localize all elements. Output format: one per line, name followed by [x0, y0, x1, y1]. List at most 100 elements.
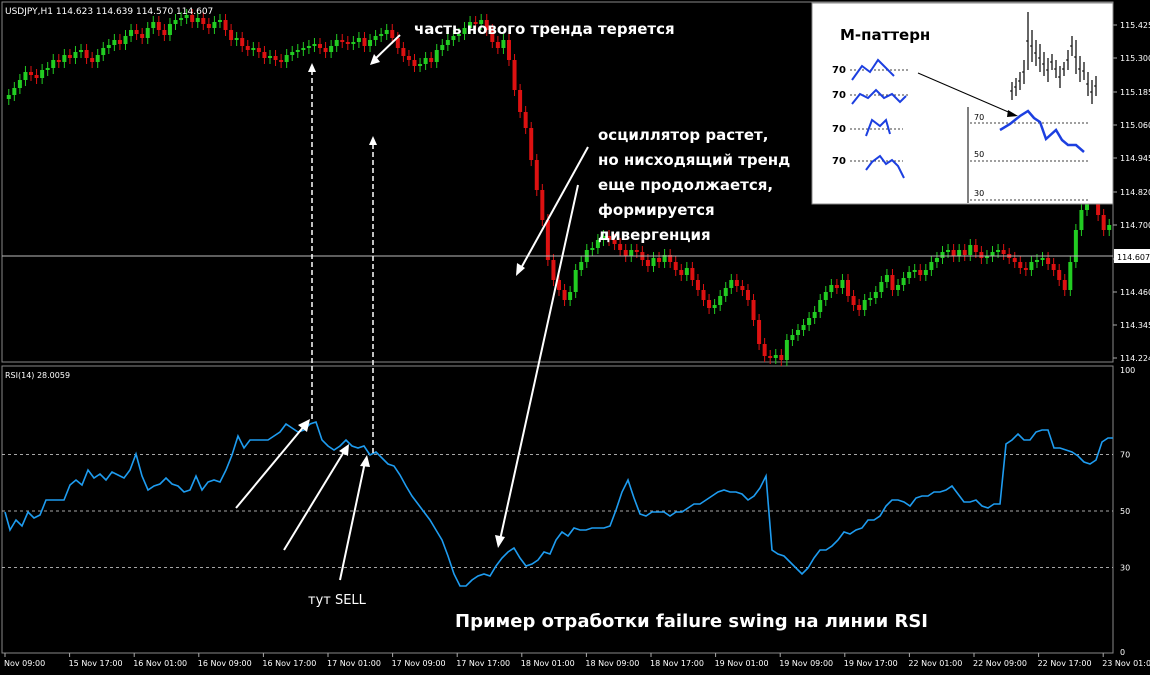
time-tick-label: 19 Nov 17:00 [844, 659, 898, 668]
candle [106, 45, 111, 48]
rsi-panel-frame [1, 365, 1114, 654]
candle [484, 20, 489, 30]
candle [1057, 270, 1062, 280]
candle [173, 20, 178, 24]
arrowhead-icon [370, 54, 380, 65]
candle [545, 220, 550, 260]
candle [807, 318, 812, 325]
candle [179, 18, 184, 20]
candle [812, 312, 817, 318]
candle [123, 36, 128, 44]
candle [401, 48, 406, 56]
candle [673, 262, 678, 270]
sell-text: тут SELL [308, 593, 367, 608]
candle [840, 280, 845, 288]
candle [873, 292, 878, 298]
current-price-label: 114.607 [1117, 253, 1150, 262]
candle [145, 28, 150, 38]
candle [184, 15, 189, 18]
candle [395, 38, 400, 48]
candle [479, 20, 484, 24]
candle [473, 22, 478, 24]
time-tick-label: 19 Nov 09:00 [779, 659, 833, 668]
annotation-arrowheads [298, 54, 525, 548]
price-tick-label: 114.700 [1120, 221, 1150, 230]
inset-background [811, 2, 1114, 205]
candle [356, 38, 361, 42]
candle [95, 55, 100, 62]
candle [418, 64, 423, 66]
candle [901, 278, 906, 285]
candle [957, 250, 962, 256]
oscillator-line-4: формируется [598, 201, 715, 219]
oscillator-note: осциллятор растет, но нисходящий тренд е… [598, 126, 790, 244]
candle [934, 258, 939, 262]
candle [779, 355, 784, 360]
time-tick-label: 16 Nov 09:00 [198, 659, 252, 668]
rsi-levels [2, 454, 1113, 568]
candle [857, 305, 862, 310]
inset-level-label: 70 [832, 65, 846, 76]
time-tick-label: 17 Nov 01:00 [327, 659, 381, 668]
candle [573, 270, 578, 292]
candle [718, 296, 723, 305]
candle [629, 250, 634, 256]
rsi-tick-label: 0 [1120, 648, 1125, 657]
candle [557, 280, 561, 290]
price-tick-label: 114.945 [1120, 154, 1150, 163]
rsi-peak-arrow [235, 424, 306, 509]
candle [973, 245, 978, 252]
candle [468, 22, 473, 28]
candle [290, 52, 295, 55]
candle [301, 48, 306, 50]
candle [1101, 215, 1106, 230]
candle [429, 58, 434, 62]
candle [62, 55, 67, 62]
inset-mini-level: 50 [974, 150, 984, 159]
candle [618, 244, 623, 250]
candle [251, 48, 256, 50]
candle [1046, 258, 1051, 264]
time-tick-label: 23 Nov 01:00 [1102, 659, 1150, 668]
candle [451, 36, 456, 40]
inset-level-label: 70 [832, 156, 846, 167]
time-tick-label: 18 Nov 17:00 [650, 659, 704, 668]
candle [962, 250, 967, 255]
candle [801, 325, 806, 330]
candle [579, 262, 584, 270]
arrowhead-icon [360, 455, 370, 467]
candle [17, 80, 22, 88]
candle [190, 15, 195, 22]
arrowhead-icon [298, 419, 310, 432]
candle [723, 288, 728, 296]
caption: Пример отработки failure swing на линии … [455, 611, 928, 632]
candle [668, 255, 673, 262]
price-tick-label: 114.345 [1120, 321, 1150, 330]
candle [34, 75, 39, 78]
candle [968, 245, 973, 255]
candle [156, 22, 161, 30]
candle [745, 290, 750, 300]
candle [1001, 250, 1006, 254]
candle [340, 40, 345, 42]
candle [823, 292, 828, 300]
candle [40, 70, 45, 78]
candle [256, 48, 261, 52]
candle [84, 50, 89, 58]
candle [334, 40, 339, 46]
candle [1084, 200, 1089, 210]
candle [684, 268, 689, 275]
inset-level-label: 70 [832, 124, 846, 135]
candle [1034, 260, 1039, 262]
candle [757, 320, 762, 344]
time-tick-label: 17 Nov 09:00 [392, 659, 446, 668]
candle [151, 22, 156, 28]
candle [440, 45, 445, 50]
arrowhead-icon [1007, 110, 1018, 117]
candle [768, 356, 773, 358]
price-tick-label: 114.820 [1120, 188, 1150, 197]
candle [590, 248, 595, 250]
candle [351, 42, 356, 44]
price-tick-label: 115.060 [1120, 121, 1150, 130]
